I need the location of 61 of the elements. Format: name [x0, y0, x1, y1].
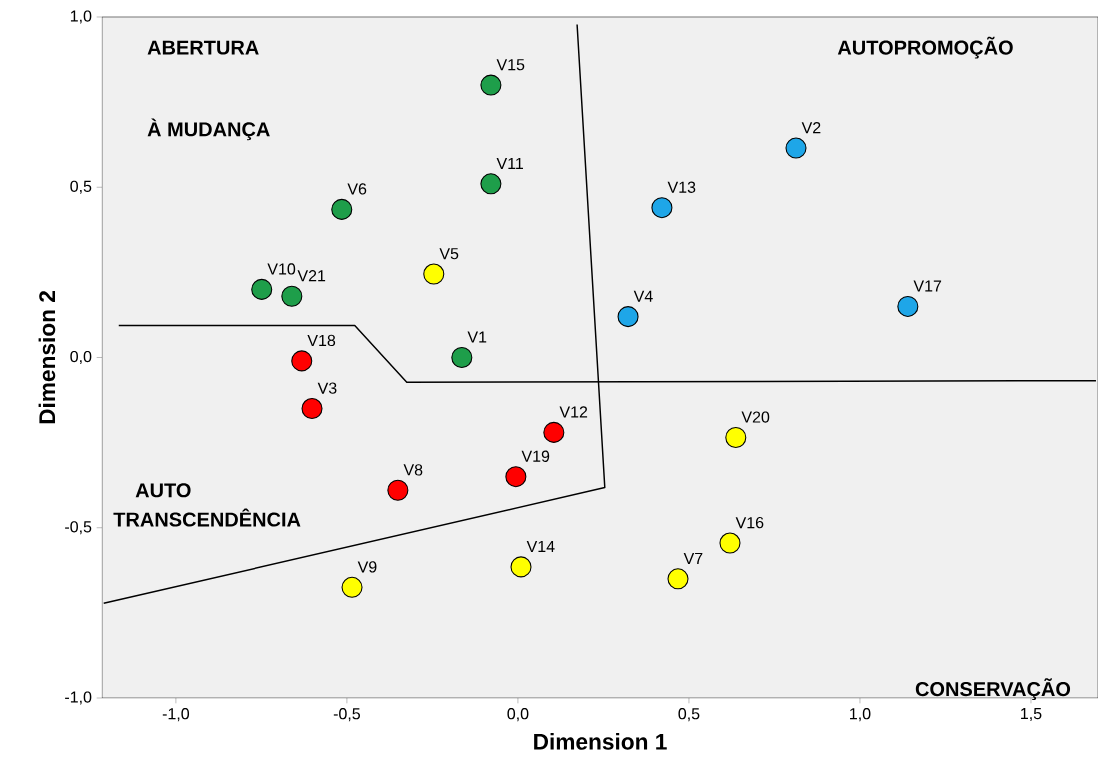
y-tick-label: 0,0 — [70, 350, 92, 365]
y-tick-label: 0,5 — [70, 180, 92, 194]
annotation: TRANSCENDÊNCIA — [113, 508, 301, 527]
x-tick-label: 0,5 — [678, 708, 700, 722]
point — [251, 278, 273, 300]
annotation: ABERTURA — [147, 40, 259, 55]
annotation: V11 — [496, 157, 523, 169]
annotation: V3 — [317, 382, 337, 394]
annotation: V12 — [559, 406, 588, 418]
point — [505, 466, 527, 488]
annotation: V17 — [913, 280, 942, 292]
annotation: V20 — [741, 411, 770, 423]
x-tick-label: 0,0 — [507, 708, 529, 722]
annotation: À MUDANÇA — [147, 118, 270, 141]
point — [301, 398, 323, 420]
annotation: V9 — [357, 561, 377, 573]
x-tick-label: -1,0 — [162, 708, 190, 722]
annotation: V6 — [347, 183, 367, 195]
annotation: V19 — [521, 450, 550, 462]
point — [651, 197, 673, 219]
annotation: CONSERVAÇÃO — [915, 678, 1071, 701]
annotation: V2 — [801, 121, 821, 134]
point — [341, 576, 363, 598]
annotation: V18 — [307, 334, 336, 347]
point — [480, 74, 502, 96]
point — [451, 346, 473, 369]
x-tick-label: 1,0 — [850, 708, 871, 722]
point — [667, 568, 689, 590]
point — [785, 137, 807, 159]
point — [897, 295, 919, 317]
y-tick-label: -0,5 — [65, 521, 92, 535]
annotation: V21 — [297, 270, 326, 282]
point — [617, 306, 639, 328]
x-axis-title: Dimension 1 — [534, 733, 667, 750]
annotation: AUTOPROMOÇÃO — [837, 36, 1013, 59]
annotation: V7 — [683, 552, 703, 564]
annotation: V4 — [633, 290, 653, 302]
point — [543, 421, 565, 443]
y-tick-label: -1,0 — [65, 691, 92, 705]
point — [387, 479, 409, 501]
point — [291, 350, 313, 372]
annotation: V8 — [403, 464, 423, 476]
annotation: V1 — [467, 331, 487, 343]
point — [480, 173, 502, 195]
point — [281, 285, 303, 307]
point — [719, 532, 741, 554]
point — [423, 263, 445, 285]
point — [331, 198, 353, 220]
annotation: V15 — [496, 59, 525, 71]
y-axis-title: Dimension 2 — [38, 291, 56, 424]
annotation: AUTO — [135, 483, 191, 498]
x-tick-label: -0,5 — [333, 708, 361, 722]
annotation: V5 — [439, 248, 459, 260]
annotation: V16 — [735, 516, 764, 529]
point — [510, 556, 532, 578]
annotation: V14 — [526, 540, 555, 552]
y-tick-label: 1,0 — [70, 10, 92, 24]
x-tick-label: 1,5 — [1021, 708, 1042, 722]
point — [725, 426, 747, 449]
annotation: V13 — [667, 181, 696, 193]
annotation: V10 — [267, 263, 296, 275]
